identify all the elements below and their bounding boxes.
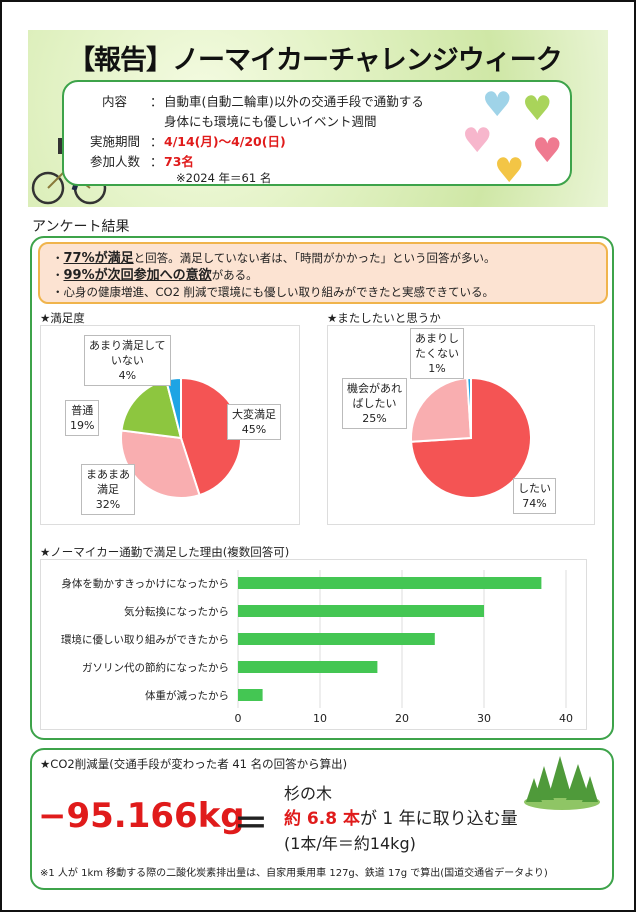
content-line1: 自動車(自動二輪車)以外の交通手段で通勤する	[164, 94, 424, 109]
bar	[238, 605, 484, 617]
svg-text:♥: ♥	[494, 151, 524, 186]
tree-label: 杉の木	[284, 784, 333, 803]
bar-category-label: 気分転換になったから	[124, 606, 229, 618]
pie-label: まあまあ 満足 32%	[81, 464, 135, 515]
x-tick-label: 20	[395, 712, 409, 725]
colon: ：	[150, 134, 163, 149]
page-title: 【報告】ノーマイカーチャレンジウィーク	[68, 45, 563, 76]
pie-label: 機会があれ ばしたい 25%	[342, 378, 407, 429]
bar	[238, 633, 435, 645]
event-info-box: 内容 ： 自動車(自動二輪車)以外の交通手段で通勤する 身体にも環境にも優しいイ…	[62, 80, 572, 186]
svg-text:♥: ♥	[522, 89, 552, 129]
satisfaction-chart-title: ★満足度	[40, 311, 85, 325]
summary-line-2: ・99%が次回参加への意欲がある。	[52, 268, 258, 283]
svg-text:♥: ♥	[532, 131, 562, 171]
svg-text:♥: ♥	[482, 85, 512, 125]
repeat-chart: したい 74% 機会があれ ばしたい 25% あまりし たくない 1%	[327, 325, 595, 525]
svg-text:♥: ♥	[462, 121, 492, 161]
pie-label: あまり満足して いない 4%	[84, 335, 171, 386]
co2-title: ★CO2削減量(交通手段が変わった者 41 名の回答から算出)	[40, 757, 348, 771]
bar-category-label: 体重が減ったから	[145, 690, 229, 702]
bar-category-label: ガソリン代の節約になったから	[82, 662, 229, 674]
x-tick-label: 0	[234, 712, 242, 725]
prev-year-note: ※2024 年＝61 名	[176, 171, 272, 185]
content-label: 内容	[102, 94, 128, 109]
pie-label: 普通 19%	[65, 400, 100, 436]
pie-label: 大変満足 45%	[227, 404, 281, 440]
reasons-chart-title: ★ノーマイカー通勤で満足した理由(複数回答可)	[40, 545, 290, 559]
bar	[238, 577, 542, 589]
tree-equivalent: 約 6.8 本が 1 年に取り込む量	[284, 809, 518, 829]
hearts-illustration: ♥ ♥♥ ♥♥	[462, 85, 562, 186]
forest-illustration	[524, 756, 600, 810]
pie-slice-2	[410, 377, 473, 443]
satisfaction-chart: 大変満足 45% まあまあ 満足 32% 普通 19% あまり満足して いない 4%	[40, 325, 300, 525]
equals-sign: ＝	[234, 804, 268, 844]
period-value: 4/14(月)～4/20(日)	[164, 134, 286, 149]
pie-slice-2	[120, 429, 201, 499]
colon: ：	[150, 154, 163, 169]
survey-section-title: アンケート結果	[32, 219, 130, 235]
repeat-chart-title: ★またしたいと思うか	[327, 311, 441, 325]
participants-label: 参加人数	[90, 154, 141, 169]
pie-label: したい 74%	[513, 478, 556, 514]
colon: ：	[150, 94, 163, 109]
x-tick-label: 10	[313, 712, 327, 725]
co2-footnote: ※1 人が 1km 移動する際の二酸化炭素排出量は、自家用乗用車 127g、鉄道…	[40, 868, 548, 879]
summary-line-1: ・77%が満足と回答。満足していない者は、「時間がかかった」という回答が多い。	[52, 251, 496, 266]
pie-slice-3	[466, 376, 472, 439]
co2-amount: −95.166kg	[38, 796, 245, 836]
survey-box	[30, 236, 614, 740]
reasons-chart: 0 10 20 30 40 身体を動かすきっかけになったから気分転換になったから環境に優し…	[40, 559, 587, 730]
x-tick-label: 40	[559, 712, 573, 725]
participants-value: 73名	[164, 154, 194, 169]
bar	[238, 661, 378, 673]
bar-category-label: 環境に優しい取り組みができたから	[61, 634, 229, 646]
summary-line-3: ・心身の健康増進、CO2 削減で環境にも優しい取り組みができたと実感できている。	[52, 285, 495, 299]
bar-category-label: 身体を動かすきっかけになったから	[61, 578, 229, 590]
period-label: 実施期間	[90, 134, 141, 149]
content-line2: 身体にも環境にも優しいイベント週間	[164, 114, 377, 129]
pie-label: あまりし たくない 1%	[410, 328, 464, 379]
survey-summary: ・77%が満足と回答。満足していない者は、「時間がかかった」という回答が多い。 …	[38, 242, 608, 304]
tree-rate: (1本/年＝約14kg)	[284, 834, 416, 853]
bar	[238, 689, 263, 701]
co2-box	[30, 748, 614, 890]
x-tick-label: 30	[477, 712, 491, 725]
